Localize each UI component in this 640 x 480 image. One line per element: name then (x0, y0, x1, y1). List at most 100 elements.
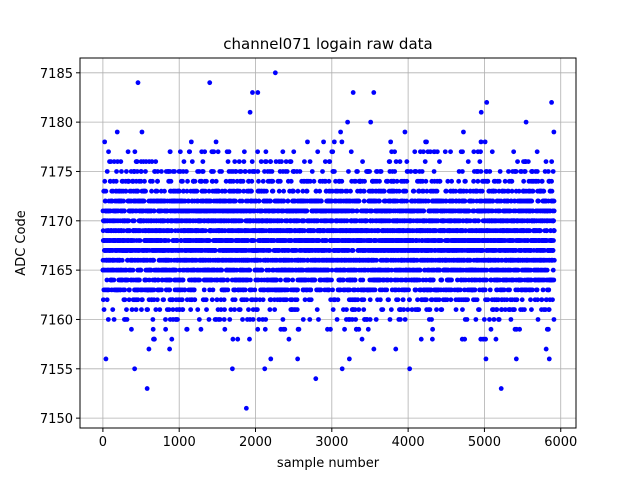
data-point (131, 218, 137, 224)
data-point (439, 277, 445, 283)
data-point (286, 277, 291, 283)
data-point (104, 169, 110, 174)
data-point (123, 188, 129, 194)
data-point (211, 169, 216, 174)
data-point (272, 307, 278, 312)
data-point (172, 169, 177, 174)
data-point (354, 208, 360, 214)
data-point (307, 159, 313, 165)
data-point (129, 326, 134, 332)
data-point (339, 139, 345, 145)
data-point (233, 198, 238, 204)
data-point (465, 297, 470, 303)
data-point (284, 169, 290, 174)
data-point (203, 228, 209, 234)
data-point (350, 248, 356, 253)
data-point (143, 169, 148, 174)
data-point (163, 326, 169, 332)
data-point (167, 149, 173, 155)
data-point (320, 169, 325, 174)
data-point (249, 188, 254, 194)
data-point (267, 248, 273, 253)
data-point (159, 169, 164, 174)
data-point (199, 178, 205, 184)
data-point (339, 178, 345, 184)
data-point (168, 178, 174, 184)
data-point (201, 287, 207, 293)
data-point (159, 287, 164, 293)
data-point (270, 178, 276, 184)
data-point (134, 159, 140, 165)
data-point (377, 198, 382, 204)
data-point (148, 267, 154, 273)
data-point (236, 159, 242, 165)
data-point (150, 326, 156, 332)
data-point (221, 297, 227, 303)
data-point (374, 257, 379, 263)
data-point (150, 178, 155, 184)
data-point (448, 297, 454, 303)
data-point (188, 139, 194, 145)
data-point (218, 307, 224, 312)
data-point (126, 178, 132, 184)
data-point (404, 198, 410, 204)
data-point (252, 287, 258, 293)
data-point (170, 307, 176, 312)
data-point (184, 188, 190, 194)
data-point (180, 277, 186, 283)
data-point (260, 178, 266, 184)
data-point (113, 178, 119, 184)
data-point (373, 317, 379, 322)
data-point (225, 277, 230, 283)
data-point (154, 188, 160, 194)
data-point (368, 119, 374, 125)
data-point (387, 159, 393, 165)
data-point (315, 149, 321, 155)
data-point (167, 169, 173, 174)
data-point (395, 297, 401, 303)
data-point (203, 297, 209, 303)
data-point (329, 277, 334, 283)
data-point (242, 169, 248, 174)
data-point (202, 188, 208, 194)
data-point (119, 169, 124, 174)
data-point (221, 277, 227, 283)
data-point (442, 149, 448, 155)
data-point (300, 317, 306, 322)
data-point (295, 188, 301, 194)
data-point (138, 178, 144, 184)
data-point (219, 267, 225, 273)
data-point (269, 169, 275, 174)
data-point (478, 109, 484, 115)
data-point (360, 277, 366, 283)
data-point (472, 287, 478, 293)
data-point (268, 159, 274, 165)
data-point (377, 297, 383, 303)
data-point (419, 169, 425, 174)
data-point (475, 178, 481, 184)
data-point (356, 198, 362, 204)
data-point (286, 336, 292, 342)
data-point (130, 267, 136, 273)
data-point (263, 317, 269, 322)
data-point (434, 307, 439, 312)
data-point (155, 277, 161, 283)
data-point (268, 198, 273, 204)
data-point (211, 149, 217, 155)
data-point (367, 297, 373, 303)
data-point (277, 178, 283, 184)
data-point (330, 149, 336, 155)
data-point (360, 159, 365, 165)
data-point (254, 307, 260, 312)
data-point (314, 307, 320, 312)
data-point (412, 149, 418, 155)
data-point (213, 178, 219, 184)
data-point (288, 178, 294, 184)
data-point (282, 326, 288, 332)
data-point (151, 257, 157, 263)
data-point (247, 109, 253, 115)
data-point (372, 287, 378, 293)
data-point (223, 178, 229, 184)
points-layer (100, 70, 557, 411)
